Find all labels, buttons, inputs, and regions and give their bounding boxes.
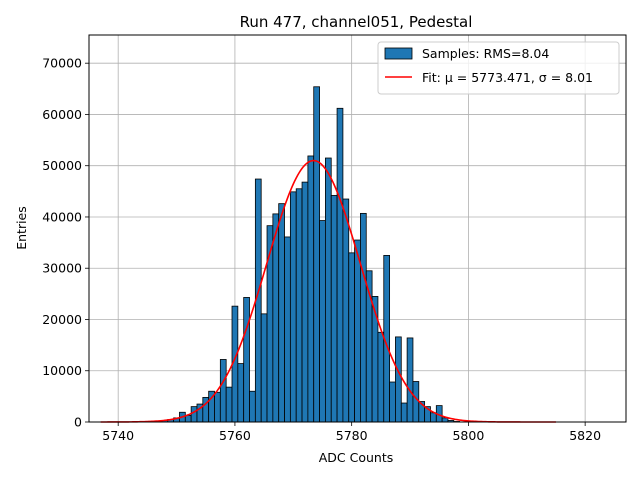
grid-lines xyxy=(89,35,626,423)
legend-bar-swatch xyxy=(384,47,413,60)
histogram-bar xyxy=(237,363,245,423)
histogram-bar xyxy=(360,212,367,423)
histogram-bar xyxy=(219,359,227,423)
histogram-bar xyxy=(260,313,268,423)
y-tick-label: 60000 xyxy=(42,107,82,122)
histogram-bar xyxy=(371,296,379,423)
histogram-bar xyxy=(441,417,449,423)
histogram-bar xyxy=(324,157,332,423)
histogram-bar xyxy=(348,252,355,423)
y-tick-label: 20000 xyxy=(42,312,82,327)
histogram-bar xyxy=(284,236,291,423)
histogram-bar xyxy=(319,220,326,423)
histogram-bar xyxy=(289,191,297,423)
y-axis-ticks: 0 10000 20000 30000 40000 50000 60000 70000 xyxy=(42,56,89,430)
histogram-bar xyxy=(313,86,320,423)
legend: Samples: RMS=8.04 Fit: μ = 5773.471, σ =… xyxy=(377,41,620,95)
histogram-bar xyxy=(412,381,420,423)
y-axis-label: Entries xyxy=(14,206,29,250)
y-tick-label: 70000 xyxy=(42,56,82,71)
histogram-bar xyxy=(389,381,396,423)
histogram-bar xyxy=(342,198,350,423)
y-tick-label: 0 xyxy=(74,415,82,430)
legend-box xyxy=(377,41,620,95)
histogram-bar xyxy=(307,155,315,423)
histogram-bar xyxy=(395,336,402,423)
histogram-bar xyxy=(214,391,221,423)
x-tick-label: 5800 xyxy=(452,428,484,443)
x-tick-label: 5760 xyxy=(219,428,251,443)
x-axis-ticks: 5740 5760 5780 5800 5820 xyxy=(102,422,601,443)
histogram-bar xyxy=(400,402,408,423)
histogram-bar xyxy=(272,213,280,423)
histogram-bar xyxy=(406,337,414,423)
histogram-bar xyxy=(249,390,256,423)
x-tick-label: 5780 xyxy=(336,428,368,443)
y-tick-label: 40000 xyxy=(42,209,82,224)
histogram-bar xyxy=(354,239,361,423)
legend-label-samples: Samples: RMS=8.04 xyxy=(422,46,549,61)
y-tick-label: 10000 xyxy=(42,363,82,378)
histogram-bar xyxy=(430,412,437,423)
histogram-bar xyxy=(377,331,385,423)
histogram-bar xyxy=(330,195,338,423)
histogram-bar xyxy=(278,203,285,423)
histogram-bar xyxy=(190,406,198,423)
y-tick-label: 30000 xyxy=(42,261,82,276)
histogram-bar xyxy=(225,386,233,423)
chart-title: Run 477, channel051, Pedestal xyxy=(240,13,473,31)
histogram-bar xyxy=(301,181,309,423)
x-axis-label: ADC Counts xyxy=(319,450,394,465)
y-tick-label: 50000 xyxy=(42,158,82,173)
plot-frame xyxy=(88,34,627,423)
x-tick-label: 5820 xyxy=(569,428,601,443)
x-tick-label: 5740 xyxy=(102,428,134,443)
histogram-bars xyxy=(149,86,461,423)
histogram-bar xyxy=(243,297,250,423)
histogram-bar xyxy=(295,188,303,423)
legend-label-fit: Fit: μ = 5773.471, σ = 8.01 xyxy=(422,70,593,85)
histogram-bar xyxy=(336,107,344,423)
